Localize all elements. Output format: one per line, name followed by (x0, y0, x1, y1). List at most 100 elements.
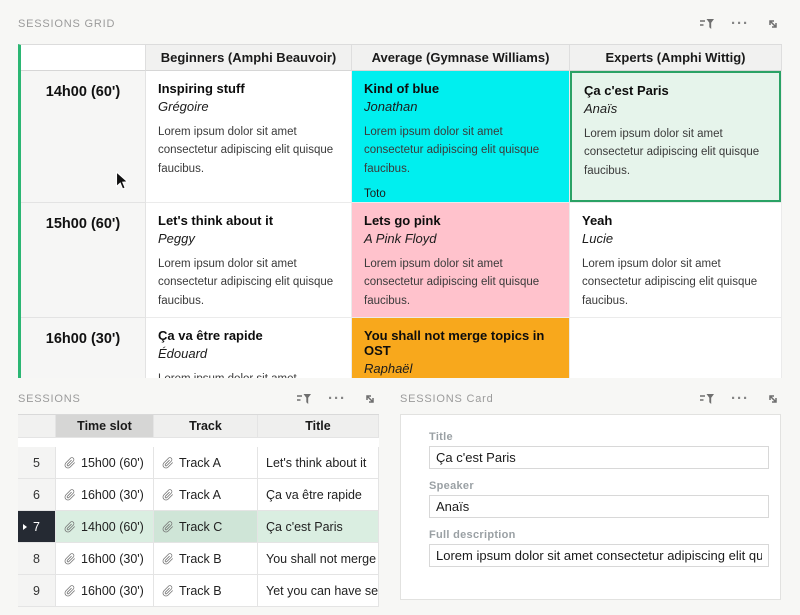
sessions-grid-widget: Beginners (Amphi Beauvoir) Average (Gymn… (18, 44, 782, 378)
more-options-icon[interactable]: ··· (328, 390, 346, 407)
cell-title[interactable]: You shall not merge to… (258, 543, 379, 575)
grid-time-slot: 15h00 (60') (21, 203, 146, 318)
cell-time-slot[interactable]: 16h00 (30') (56, 543, 154, 575)
selected-row-arrow-icon (23, 523, 27, 530)
paperclip-icon (162, 488, 174, 501)
grid-session-cell-selected[interactable]: Ça c'est Paris Anaïs Lorem ipsum dolor s… (570, 71, 782, 203)
cell-title[interactable]: Yet you can have seve… (258, 575, 379, 607)
cell-track[interactable]: Track B (154, 543, 258, 575)
grid-session-cell[interactable]: Ça va être rapide Édouard Lorem ipsum do… (146, 318, 352, 378)
cell-time-slot-selected[interactable]: 14h00 (60') (56, 511, 154, 543)
grid-session-cell-empty[interactable] (570, 318, 782, 378)
paperclip-icon (64, 520, 76, 533)
card-panel-header: SESSIONS Card ··· (400, 391, 782, 407)
cell-title[interactable]: Let's think about it (258, 447, 379, 479)
session-desc: Lorem ipsum dolor sit amet consectetur a… (158, 370, 339, 378)
mouse-cursor (115, 170, 130, 197)
column-header-track[interactable]: Track (154, 415, 258, 438)
cell-time-slot[interactable]: 16h00 (30') (56, 575, 154, 607)
sessions-card-widget: Title Speaker Full description (400, 414, 781, 600)
cell-value: 7 (33, 519, 40, 534)
grid-session-cell[interactable]: You shall not merge topics in OST Raphaë… (352, 318, 570, 378)
cell-value: Track A (179, 487, 221, 502)
session-title: Let's think about it (158, 213, 274, 228)
grid-session-cell[interactable]: Yeah Lucie Lorem ipsum dolor sit amet co… (570, 203, 782, 318)
row-number[interactable]: 8 (18, 543, 56, 575)
cell-track-selected[interactable]: Track C (154, 511, 258, 543)
speaker-field[interactable] (429, 495, 769, 518)
cell-value: Track B (179, 583, 222, 598)
grid-panel-header: SESSIONS GRID ··· (18, 16, 782, 32)
cell-track[interactable]: Track A (154, 479, 258, 511)
cell-value: Ça c'est Paris (266, 519, 343, 534)
session-speaker: A Pink Floyd (364, 231, 437, 246)
filter-icon[interactable] (698, 16, 716, 32)
cell-track[interactable]: Track B (154, 575, 258, 607)
grid-session-cell[interactable]: Kind of blue Jonathan Lorem ipsum dolor … (352, 71, 570, 203)
session-desc: Lorem ipsum dolor sit amet consectetur a… (582, 258, 758, 307)
cell-value: Track C (179, 519, 223, 534)
session-desc: Lorem ipsum dolor sit amet consectetur a… (364, 126, 540, 175)
paperclip-icon (64, 488, 76, 501)
column-header-time-slot[interactable]: Time slot (56, 415, 154, 438)
expand-icon[interactable] (764, 16, 782, 32)
session-desc: Lorem ipsum dolor sit amet consectetur a… (584, 128, 760, 177)
row-number[interactable]: 6 (18, 479, 56, 511)
cell-value: 14h00 (60') (81, 519, 144, 534)
sessions-table: Time slot Track Title 5 15h00 (60') Trac… (18, 414, 379, 607)
grid-time-slot: 16h00 (30') (21, 318, 146, 378)
session-speaker: Raphaël (364, 361, 413, 376)
cell-track[interactable]: Track A (154, 447, 258, 479)
title-field[interactable] (429, 446, 769, 469)
session-desc: Lorem ipsum dolor sit amet consectetur a… (158, 126, 334, 175)
cell-title[interactable]: Ça va être rapide (258, 479, 379, 511)
session-title: Ça c'est Paris (584, 83, 669, 98)
cell-value: Let's think about it (266, 455, 367, 470)
session-title: You shall not merge topics in OST (364, 328, 545, 358)
row-number-selected[interactable]: 7 (18, 511, 56, 543)
full-description-field[interactable] (429, 544, 769, 567)
table-panel-title: SESSIONS (18, 393, 81, 405)
cell-time-slot[interactable]: 16h00 (30') (56, 479, 154, 511)
paperclip-icon (64, 584, 76, 597)
session-speaker: Peggy (158, 231, 195, 246)
paperclip-icon (162, 520, 174, 533)
grid-session-cell[interactable]: Lets go pink A Pink Floyd Lorem ipsum do… (352, 203, 570, 318)
cell-value: Track A (179, 455, 221, 470)
table-corner-header (18, 415, 56, 438)
grid-column-header-beginners[interactable]: Beginners (Amphi Beauvoir) (146, 45, 352, 71)
table-panel-header: SESSIONS ··· (18, 391, 379, 407)
cell-value: Track B (179, 551, 222, 566)
row-number[interactable]: 5 (18, 447, 56, 479)
filter-icon[interactable] (295, 391, 313, 407)
cell-value: 16h00 (30') (81, 551, 144, 566)
grid-session-cell[interactable]: Let's think about it Peggy Lorem ipsum d… (146, 203, 352, 318)
session-title: Ça va être rapide (158, 328, 263, 343)
grid-corner-header (21, 45, 146, 71)
cell-time-slot[interactable]: 15h00 (60') (56, 447, 154, 479)
paperclip-icon (162, 584, 174, 597)
more-options-icon[interactable]: ··· (731, 390, 749, 407)
more-options-icon[interactable]: ··· (731, 15, 749, 32)
cell-value: You shall not merge to… (266, 551, 378, 566)
paperclip-icon (162, 456, 174, 469)
grid-column-header-experts[interactable]: Experts (Amphi Wittig) (570, 45, 782, 71)
session-title: Lets go pink (364, 213, 441, 228)
paperclip-icon (64, 456, 76, 469)
row-number[interactable]: 9 (18, 575, 56, 607)
cell-title-selected[interactable]: Ça c'est Paris (258, 511, 379, 543)
cell-value: 16h00 (30') (81, 487, 144, 502)
filter-icon[interactable] (698, 391, 716, 407)
grid-session-cell[interactable]: Inspiring stuff Grégoire Lorem ipsum dol… (146, 71, 352, 203)
session-speaker: Édouard (158, 346, 208, 361)
expand-icon[interactable] (764, 391, 782, 407)
session-title: Inspiring stuff (158, 81, 245, 96)
paperclip-icon (162, 552, 174, 565)
grid-column-header-average[interactable]: Average (Gymnase Williams) (352, 45, 570, 71)
paperclip-icon (64, 552, 76, 565)
expand-icon[interactable] (361, 391, 379, 407)
session-speaker: Lucie (582, 231, 614, 246)
cell-value: 16h00 (30') (81, 583, 144, 598)
field-label-title: Title (429, 431, 453, 443)
column-header-title[interactable]: Title (258, 415, 379, 438)
